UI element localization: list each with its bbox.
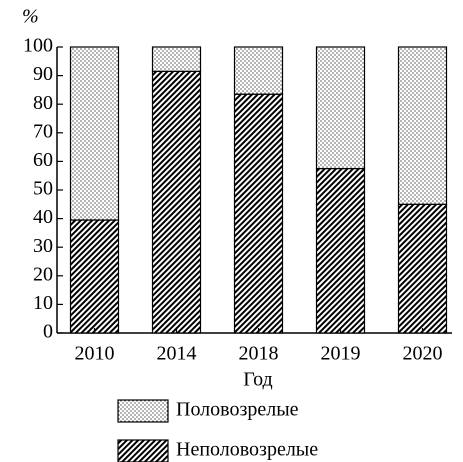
bar-segment xyxy=(69,46,120,221)
y-tick-label: 40 xyxy=(33,206,53,228)
legend-swatch xyxy=(117,399,169,423)
y-tick-label: 50 xyxy=(33,178,53,200)
x-tick-label: 2010 xyxy=(75,343,115,365)
x-tick-label: 2019 xyxy=(321,343,361,365)
bar-segment xyxy=(315,46,366,170)
bar-segment xyxy=(233,46,284,95)
bar-segment xyxy=(397,203,448,334)
bar-segment xyxy=(233,93,284,334)
x-tick-label: 2020 xyxy=(403,343,443,365)
y-tick-label: 20 xyxy=(33,263,53,285)
y-tick-label: 90 xyxy=(33,63,53,85)
y-tick-label: 80 xyxy=(33,92,53,114)
x-axis-label: Год xyxy=(243,369,272,391)
bar-segment xyxy=(397,46,448,205)
legend-label: Половозрелые xyxy=(176,399,299,421)
y-tick-label: 60 xyxy=(33,149,53,171)
y-tick-label: 30 xyxy=(33,235,53,257)
legend-label: Неполовозрелые xyxy=(176,439,318,461)
x-tick-label: 2014 xyxy=(157,343,197,365)
legend-swatch xyxy=(117,439,169,462)
y-tick-label: 100 xyxy=(23,35,53,57)
y-axis-label: % xyxy=(22,6,39,28)
y-tick-label: 0 xyxy=(43,321,53,343)
bar-segment xyxy=(151,46,202,72)
bar-segment xyxy=(69,219,120,334)
x-tick-label: 2018 xyxy=(239,343,279,365)
bar-segment xyxy=(315,167,366,334)
bar-segment xyxy=(151,70,202,334)
y-tick-label: 70 xyxy=(33,120,53,142)
y-tick-label: 10 xyxy=(33,292,53,314)
